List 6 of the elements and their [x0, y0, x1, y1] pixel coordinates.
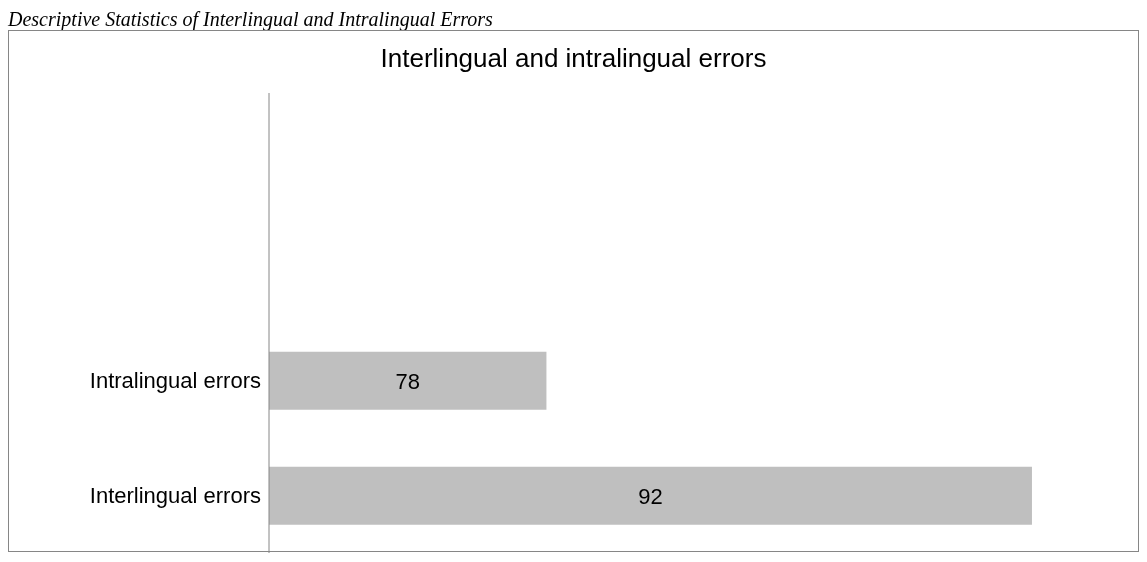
y-tick-label: Interlingual errors	[89, 483, 261, 509]
data-label: 78	[395, 368, 420, 394]
data-label: 92	[638, 483, 663, 509]
y-tick-label: Intralingual errors	[89, 368, 261, 394]
text: Descriptive Statistics of Interlingual and Intralingual Errors	[8, 8, 494, 30]
chart-title: Interlingual and intralingual errors	[379, 43, 768, 75]
